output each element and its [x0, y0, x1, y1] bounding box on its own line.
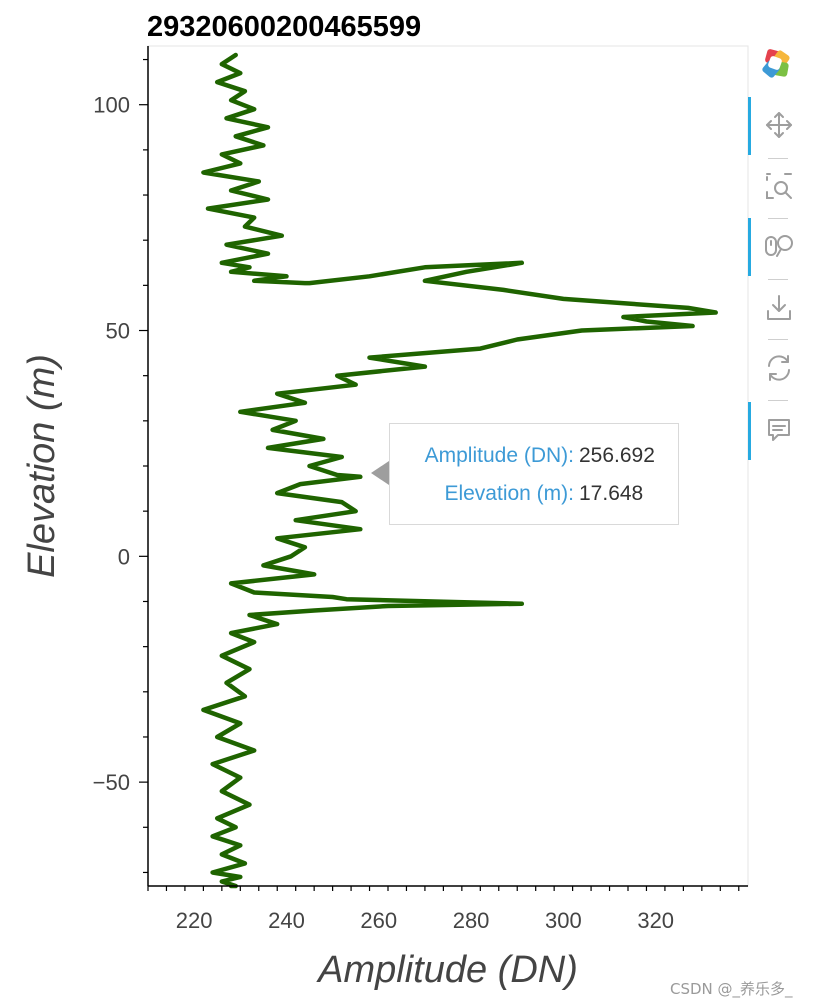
pan-tool-button[interactable]: [748, 97, 808, 155]
tooltip-arrow: [371, 461, 389, 485]
amplitude-series-line[interactable]: [201, 52, 718, 889]
x-tick-label: 320: [637, 908, 674, 933]
wheel-zoom-tool-button[interactable]: [748, 218, 808, 276]
y-tick-label: 0: [118, 544, 130, 569]
watermark: CSDN @_养乐多_: [670, 980, 793, 998]
toolbar: [748, 40, 808, 480]
x-tick-labels: 220 240 260 280 300 320: [176, 908, 674, 933]
reset-icon: [768, 355, 790, 381]
tooltip-key: Amplitude (DN):: [424, 444, 574, 467]
y-tick-label: 100: [93, 93, 130, 118]
x-axis-label: Amplitude (DN): [316, 949, 578, 991]
wheel-zoom-icon: [765, 235, 793, 257]
x-tick-label: 300: [545, 908, 582, 933]
reset-tool-button[interactable]: [748, 340, 808, 398]
hover-icon: [768, 419, 790, 441]
hover-tool-button[interactable]: [748, 402, 808, 460]
save-icon: [767, 295, 791, 320]
x-tick-label: 240: [268, 908, 305, 933]
tooltip-key: Elevation (m):: [444, 482, 574, 505]
bokeh-logo-icon[interactable]: [748, 40, 808, 98]
x-tick-label: 220: [176, 908, 213, 933]
y-tick-labels: −50 0 50 100: [93, 93, 130, 795]
pan-icon: [766, 112, 792, 138]
chart-title: 29320600200465599: [147, 11, 421, 43]
y-tick-label: −50: [93, 770, 130, 795]
x-tick-label: 260: [360, 908, 397, 933]
box-zoom-icon: [766, 173, 792, 199]
y-axis-label: Elevation (m): [21, 354, 63, 578]
tooltip-value: 17.648: [579, 482, 644, 505]
tooltip-value: 256.692: [579, 444, 655, 467]
x-tick-label: 280: [453, 908, 490, 933]
box-zoom-tool-button[interactable]: [748, 158, 808, 216]
x-axis: [147, 885, 748, 891]
hover-tooltip: Amplitude (DN): 256.692 Elevation (m): 1…: [389, 423, 679, 525]
y-tick-label: 50: [106, 319, 130, 344]
save-tool-button[interactable]: [748, 280, 808, 338]
y-axis: [139, 46, 149, 886]
